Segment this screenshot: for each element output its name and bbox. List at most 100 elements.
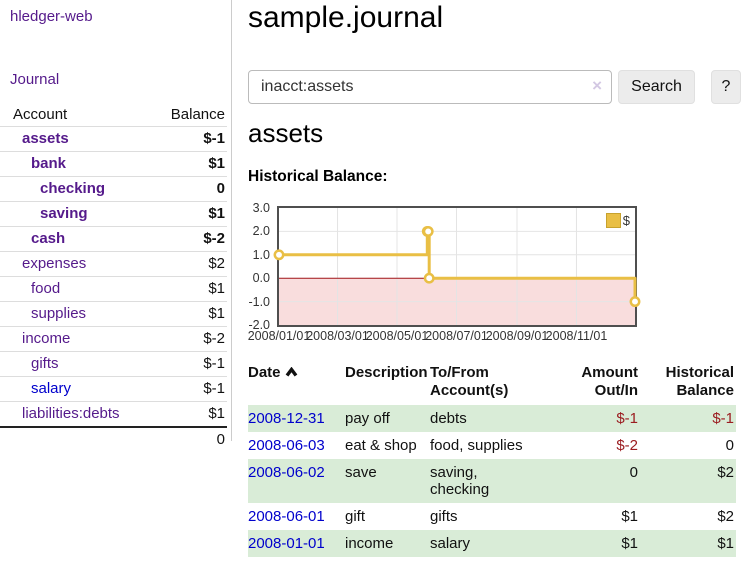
transaction-date-link[interactable]: 2008-06-01: [248, 508, 325, 525]
account-row: supplies $1: [0, 301, 227, 327]
y-tick-label: -2.0: [248, 318, 270, 332]
account-row: liabilities:debts $1: [0, 401, 227, 428]
account-row: income $-2: [0, 326, 227, 352]
account-row: salary $-1: [0, 376, 227, 402]
account-link[interactable]: supplies: [31, 305, 87, 322]
x-tick-label: 2008/07/01: [425, 329, 488, 343]
account-row: cash $-2: [0, 226, 227, 252]
transaction-amount: $1: [621, 508, 638, 525]
transaction-date-link[interactable]: 2008-06-03: [248, 437, 325, 454]
account-balance: $-1: [154, 351, 227, 377]
main-content: sample.journal × Search ? assets Histori…: [248, 0, 742, 582]
y-tick-label: 2.0: [252, 224, 270, 239]
sidebar: hledger-web Journal Account Balance asse…: [0, 0, 232, 452]
account-row: bank $1: [0, 151, 227, 177]
transaction-date-link[interactable]: 2008-01-01: [248, 535, 325, 552]
help-button[interactable]: ?: [711, 70, 741, 104]
account-link[interactable]: bank: [31, 155, 67, 172]
account-row: assets $-1: [0, 126, 227, 152]
table-row: 2008-06-03 eat & shop food, supplies $-2 0: [248, 432, 736, 459]
account-row: gifts $-1: [0, 351, 227, 377]
balance-chart-area: 3.0 2.0 1.0 0.0 -1.0 -2.0 $ 2008/01/01 2008/03…: [248, 201, 742, 346]
transaction-accounts: gifts: [430, 508, 458, 525]
chart-title: Historical Balance:: [248, 168, 388, 185]
accounts-total-row: 0: [0, 426, 227, 452]
account-link[interactable]: food: [31, 280, 61, 297]
account-balance: $-1: [154, 126, 227, 152]
column-header-balance: Historical Balance: [665, 364, 734, 399]
transaction-accounts: salary: [430, 535, 471, 552]
search-input[interactable]: [248, 70, 612, 104]
accounts-table-body: assets $-1 bank $1 checking 0 saving $1 cash $-2 e…: [0, 126, 227, 428]
transaction-balance: $1: [717, 535, 734, 552]
accounts-header-row: Account Balance: [0, 103, 227, 127]
transaction-amount: 0: [629, 464, 638, 481]
register-table-body: 2008-12-31 pay off debts $-1 $-1 2008-06-03 ea…: [248, 405, 736, 557]
brand-link[interactable]: hledger-web: [10, 8, 93, 25]
page-title: sample.journal: [248, 1, 444, 34]
account-link[interactable]: income: [22, 330, 71, 347]
y-tick-label: 0.0: [252, 271, 270, 286]
search-button[interactable]: Search: [618, 70, 695, 104]
x-tick-label: 2008/03/01: [306, 329, 369, 343]
transaction-amount: $1: [621, 535, 638, 552]
y-tick-label: 3.0: [252, 201, 270, 215]
column-header-date-label: Date: [248, 364, 281, 381]
transaction-amount: $-2: [616, 437, 638, 454]
legend-label: $: [622, 213, 630, 228]
balance-chart-plot: $: [273, 206, 641, 327]
transaction-accounts: debts: [430, 410, 467, 427]
x-tick-label: 2008/11/01: [545, 329, 608, 343]
transaction-description: income: [345, 535, 394, 552]
account-row: food $1: [0, 276, 227, 302]
account-balance: $1: [154, 201, 227, 227]
transaction-date-link[interactable]: 2008-12-31: [248, 410, 325, 427]
account-link[interactable]: gifts: [31, 355, 59, 372]
account-link[interactable]: cash: [31, 230, 66, 247]
transaction-date-link[interactable]: 2008-06-02: [248, 464, 325, 481]
accounts-total-value: 0: [154, 426, 227, 452]
account-link[interactable]: assets: [22, 130, 69, 147]
account-balance: $2: [154, 251, 227, 277]
account-row: expenses $2: [0, 251, 227, 277]
legend-swatch-icon: [605, 213, 621, 228]
account-balance: $-2: [154, 326, 227, 352]
y-axis-labels: 3.0 2.0 1.0 0.0 -1.0 -2.0: [240, 201, 274, 332]
column-header-accounts: To/From Account(s): [430, 364, 509, 399]
column-header-amount: Amount Out/In: [581, 364, 638, 399]
account-balance: $1: [154, 401, 227, 428]
transaction-description: gift: [345, 508, 366, 525]
column-header-date[interactable]: Date: [248, 362, 345, 405]
transaction-balance: $2: [717, 508, 734, 525]
table-row: 2008-06-01 gift gifts $1 $2: [248, 503, 736, 530]
search-box: ×: [248, 70, 612, 104]
account-link[interactable]: checking: [40, 180, 106, 197]
account-link[interactable]: salary: [31, 380, 72, 397]
table-row: 2008-06-02 save saving, checking 0 $2: [248, 459, 736, 503]
sidebar-item-journal[interactable]: Journal: [10, 71, 60, 88]
register-header-row: Date Description To/From Account(s) Amou…: [248, 362, 736, 405]
table-row: 2008-12-31 pay off debts $-1 $-1: [248, 405, 736, 432]
account-balance: $1: [154, 301, 227, 327]
account-balance: $-2: [154, 226, 227, 252]
register-table: Date Description To/From Account(s) Amou…: [248, 362, 736, 557]
account-balance: $-1: [154, 376, 227, 402]
account-link[interactable]: expenses: [22, 255, 87, 272]
account-link[interactable]: saving: [40, 205, 88, 222]
clear-search-icon[interactable]: ×: [592, 76, 602, 95]
transaction-accounts: saving, checking: [430, 464, 490, 498]
account-balance: $1: [154, 151, 227, 177]
x-tick-label: 2008/05/01: [365, 329, 429, 343]
x-tick-label: 2008/09/01: [485, 329, 549, 343]
y-tick-label: -1.0: [248, 294, 270, 309]
y-tick-label: 1.0: [252, 247, 270, 262]
x-tick-label: 2008/01/01: [247, 329, 311, 343]
account-link[interactable]: liabilities:debts: [22, 405, 120, 422]
table-row: 2008-01-01 income salary $1 $1: [248, 530, 736, 557]
transaction-description: eat & shop: [345, 437, 417, 454]
x-axis-labels: 2008/01/01 2008/03/01 2008/05/01 2008/07/01…: [248, 329, 635, 345]
search-form: × Search ?: [248, 70, 742, 104]
accounts-table: Account Balance assets $-1 bank $1 checking 0…: [0, 103, 227, 452]
transaction-accounts: food, supplies: [430, 437, 523, 454]
